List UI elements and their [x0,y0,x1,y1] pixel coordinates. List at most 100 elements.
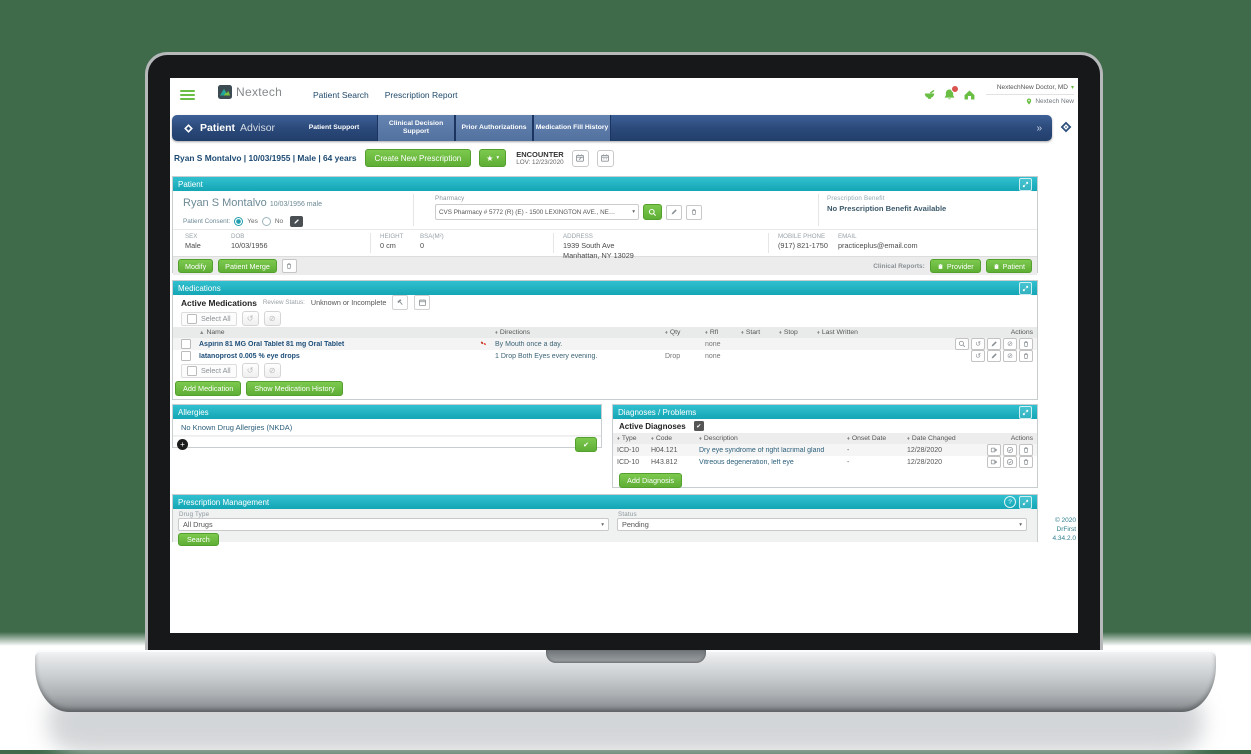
show-medication-history-button[interactable]: Show Medication History [246,381,343,396]
col-code[interactable]: ♦ Code [651,435,673,442]
select-all-label: Select All [201,366,231,375]
active-diagnoses-checkbox[interactable]: ✔ [693,421,704,431]
medication-name[interactable]: latanoprost 0.005 % eye drops [199,352,300,360]
col-type[interactable]: ♦ Type [617,435,637,442]
search-button[interactable]: Search [178,533,219,546]
col-qty[interactable]: ♦ Qty [665,329,681,336]
discontinue-selected-icon[interactable]: ⊘ [263,363,281,378]
col-name[interactable]: ▲ Name [199,329,225,336]
divider [768,233,769,253]
tab-medication-fill-history[interactable]: Medication Fill History [533,115,612,141]
monograph-search-icon[interactable] [955,338,969,350]
clinical-reports-label: Clinical Reports: [873,262,925,270]
patient-report-button[interactable]: Patient [985,259,1032,273]
nav-prescription-report[interactable]: Prescription Report [384,90,458,100]
discontinue-icon[interactable]: ⊘ [1003,350,1017,362]
diagnosis-row: ICD-10 H43.812 Vitreous degeneration, le… [613,456,1037,468]
pharmacy-search-button[interactable] [643,204,662,220]
drug-type-select[interactable]: All Drugs ▾ [178,518,609,531]
confirm-allergies-button[interactable]: ✔ [575,437,597,452]
expand-icon[interactable] [1019,495,1032,509]
interaction-warning-icon[interactable] [479,340,495,349]
select-all-checkbox[interactable] [187,313,197,324]
pharmacy-icon[interactable] [923,88,936,101]
patient-merge-button[interactable]: Patient Merge [218,259,277,273]
select-all-checkbox[interactable] [187,365,197,376]
pharmacy-delete-icon[interactable] [686,204,702,220]
discontinue-icon[interactable]: ⊘ [1003,338,1017,350]
delete-icon[interactable] [1019,350,1033,362]
col-stop[interactable]: ♦ Stop [779,329,798,336]
dx-description[interactable]: Vitreous degeneration, left eye [699,458,794,466]
resolve-icon[interactable] [1003,444,1017,456]
notifications-bell-icon[interactable] [943,85,959,101]
col-start[interactable]: ♦ Start [741,329,761,336]
renew-icon[interactable]: ↺ [971,350,985,362]
home-icon[interactable] [963,88,976,101]
help-icon[interactable]: ? [1004,496,1016,508]
tab-patient-support[interactable]: Patient Support [308,123,360,131]
user-menu[interactable]: NextechNew Doctor, MD ▾ [986,81,1074,95]
gavel-icon[interactable] [392,295,409,310]
add-allergy-icon[interactable]: + [177,439,188,450]
renew-selected-icon[interactable]: ↺ [241,363,259,378]
delete-icon[interactable] [1019,444,1033,456]
create-new-prescription-button[interactable]: Create New Prescription [364,149,472,167]
edit-icon[interactable] [987,456,1001,468]
expand-icon[interactable] [1019,405,1032,419]
location-selector[interactable]: Nextech New [986,97,1074,106]
col-rfl[interactable]: ♦ Rfl [705,329,719,336]
allergy-add-row: + ✔ [173,436,601,452]
nextech-logo-icon [218,85,232,99]
consent-yes-radio[interactable] [234,217,244,226]
medication-name[interactable]: Aspirin 81 MG Oral Tablet 81 mg Oral Tab… [199,340,345,348]
col-last-written[interactable]: ♦ Last Written [817,329,858,336]
calendar-icon[interactable] [414,295,431,310]
prescribe-icon[interactable] [987,350,1001,362]
pharmacy-select[interactable]: CVS Pharmacy # 5772 (R) (E) - 1500 LEXIN… [435,204,639,220]
expand-icon[interactable] [1019,281,1032,295]
pharmacy-edit-icon[interactable] [666,204,682,220]
dx-date-changed: 12/28/2020 [907,458,943,466]
dx-description[interactable]: Dry eye syndrome of right lacrimal gland [699,446,825,454]
col-directions[interactable]: ♦ Directions [495,329,531,336]
discontinue-selected-icon[interactable]: ⊘ [263,311,281,326]
provider-report-button[interactable]: Provider [929,259,981,273]
row-checkbox[interactable] [181,339,191,349]
chevron-down-icon: ▾ [1019,521,1022,528]
allergy-item[interactable]: No Known Drug Allergies (NKDA) [173,419,601,436]
col-actions: Actions [1010,329,1033,336]
calendar-edit-icon[interactable] [571,149,589,167]
prescribe-icon[interactable] [987,338,1001,350]
col-onset[interactable]: ♦ Onset Date [847,435,887,442]
tab-prior-authorizations[interactable]: Prior Authorizations [455,115,534,141]
modify-button[interactable]: Modify [178,259,214,273]
drug-type-label: Drug Type [179,511,210,518]
consent-no-radio[interactable] [261,217,271,226]
menu-icon[interactable] [180,90,195,101]
delete-patient-icon[interactable] [281,259,297,273]
expand-icon[interactable] [1019,177,1032,191]
renew-icon[interactable]: ↺ [971,338,985,350]
dx-type: ICD-10 [617,458,640,466]
add-medication-button[interactable]: Add Medication [175,381,242,396]
status-select[interactable]: Pending ▾ [617,518,1027,531]
favorites-star-button[interactable]: ★ ▾ [479,149,507,167]
nav-patient-search[interactable]: Patient Search [313,90,369,100]
tab-clinical-decision-support[interactable]: Clinical Decision Support [377,115,456,141]
select-all-bottom: Select All [181,363,237,378]
resolve-icon[interactable] [1003,456,1017,468]
col-date-changed[interactable]: ♦ Date Changed [907,435,956,442]
patient-advisor-icon[interactable] [1058,119,1074,135]
delete-icon[interactable] [1019,338,1033,350]
edit-icon[interactable] [987,444,1001,456]
add-diagnosis-button[interactable]: Add Diagnosis [619,473,683,488]
col-description[interactable]: ♦ Description [699,435,738,442]
calendar-icon[interactable] [596,149,614,167]
row-checkbox[interactable] [181,351,191,361]
consent-edit-icon[interactable] [290,216,304,227]
nextech-brand: Nextech [218,85,282,99]
collapse-bar-icon[interactable]: » [1036,122,1042,134]
delete-icon[interactable] [1019,456,1033,468]
renew-selected-icon[interactable]: ↺ [241,311,259,326]
